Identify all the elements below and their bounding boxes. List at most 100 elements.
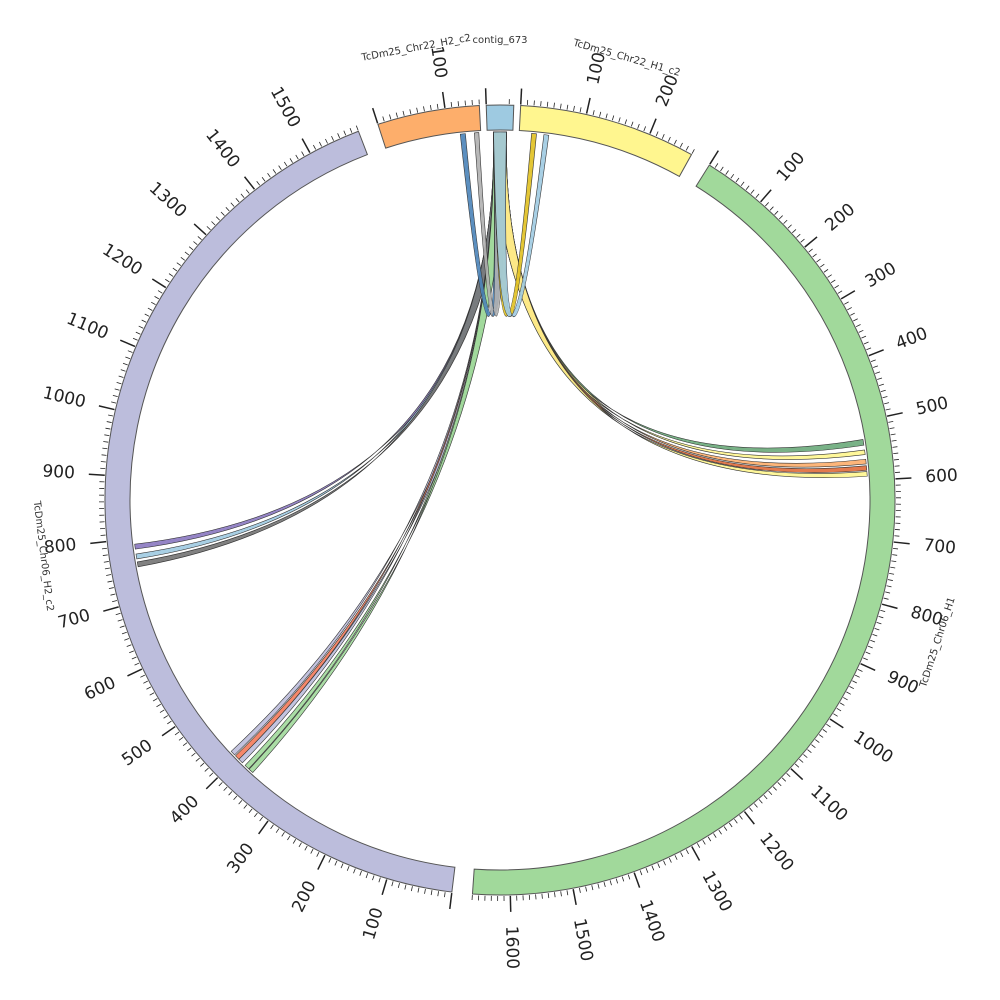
tick-mark [880, 609, 886, 613]
tick-mark [235, 198, 240, 203]
tick-mark [349, 127, 353, 133]
tick-mark [830, 279, 836, 284]
tick-mark [860, 662, 876, 671]
tick-label: 1000 [849, 727, 896, 768]
tick-label: 900 [884, 667, 922, 699]
link-ribbon [248, 131, 507, 773]
tick-mark [154, 296, 160, 300]
tick-mark [777, 782, 782, 787]
tick-mark [579, 887, 581, 893]
tick-mark [885, 408, 891, 411]
tick-mark [215, 216, 221, 221]
tick-mark [103, 561, 109, 563]
segment-contig [485, 104, 515, 131]
tick-mark [127, 668, 143, 677]
tick-mark [141, 319, 147, 323]
tick-mark [878, 383, 885, 386]
links-layer [134, 131, 868, 773]
tick-mark [353, 868, 356, 874]
tick-mark [853, 318, 858, 322]
tick-mark [134, 662, 140, 666]
tick-mark [875, 371, 881, 374]
link-ribbon [493, 131, 868, 478]
tick-mark [90, 540, 107, 545]
tick-mark [200, 762, 205, 767]
tick-mark [605, 113, 608, 119]
link-ribbon [135, 131, 507, 560]
tick-label: 1100 [806, 782, 851, 826]
tick-mark [193, 241, 198, 246]
tick-mark [120, 369, 126, 372]
tick-mark [163, 715, 169, 719]
tick-mark [365, 873, 369, 879]
tick-mark [794, 763, 800, 768]
link-ribbon [493, 131, 868, 473]
tick-label: 1400 [201, 126, 244, 172]
tick-mark [298, 842, 302, 848]
tick-mark [680, 852, 684, 858]
tick-mark [844, 301, 849, 305]
tick-mark [410, 886, 413, 892]
tick-label: 700 [56, 605, 93, 633]
tick-mark [890, 433, 896, 436]
tick-mark [106, 574, 112, 576]
tick-mark [792, 229, 797, 234]
tick-mark [826, 723, 831, 728]
tick-label: 200 [821, 200, 859, 236]
tick-mark [627, 874, 631, 880]
tick-mark [261, 176, 266, 182]
tick-mark [441, 91, 446, 108]
tick-mark [116, 382, 122, 385]
tick-mark [885, 591, 891, 594]
tick-mark [106, 421, 112, 423]
tick-mark [346, 865, 350, 871]
segment-chr06h1 [471, 164, 896, 896]
tick-mark [331, 135, 334, 141]
tick-mark [167, 720, 172, 725]
tick-label: 1200 [755, 829, 797, 875]
tick-mark [787, 224, 792, 229]
tick-mark [371, 107, 379, 124]
tick-mark [519, 88, 523, 105]
tick-mark [820, 263, 825, 268]
tick-mark [786, 772, 791, 778]
tick-mark [541, 893, 543, 899]
tick-mark [289, 158, 293, 163]
tick-mark [870, 639, 876, 643]
tick-mark [803, 754, 808, 758]
tick-mark [799, 758, 804, 763]
tick-mark [382, 116, 385, 122]
tick-mark [151, 278, 167, 289]
tick-mark [135, 331, 141, 335]
tick-mark [417, 887, 420, 893]
tick-mark [685, 145, 689, 151]
tick-mark [197, 236, 202, 240]
tick-label: 1300 [145, 178, 191, 222]
tick-mark [104, 567, 110, 570]
tick-mark [566, 890, 569, 896]
tick-mark [781, 777, 787, 782]
tick-mark [125, 356, 131, 360]
segments-layer [104, 104, 896, 896]
tick-mark [119, 339, 136, 348]
tick-mark [609, 880, 612, 886]
tick-mark [743, 811, 755, 825]
tick-mark [840, 290, 856, 300]
tick-mark [180, 256, 186, 261]
tick-mark [436, 103, 439, 109]
tick-mark [228, 791, 233, 796]
tick-mark [843, 697, 848, 701]
tick-mark [760, 189, 772, 203]
tick-mark [674, 855, 678, 860]
tick-mark [800, 238, 805, 243]
tick-mark [240, 193, 245, 198]
tick-mark [774, 210, 779, 215]
tick-mark [191, 752, 196, 757]
tick-mark [696, 843, 701, 848]
tick-mark [714, 163, 719, 168]
tick-mark [108, 414, 114, 417]
tick-mark [713, 833, 717, 838]
tick-mark [114, 388, 120, 391]
tick-mark [317, 854, 326, 870]
tick-mark [319, 141, 322, 147]
